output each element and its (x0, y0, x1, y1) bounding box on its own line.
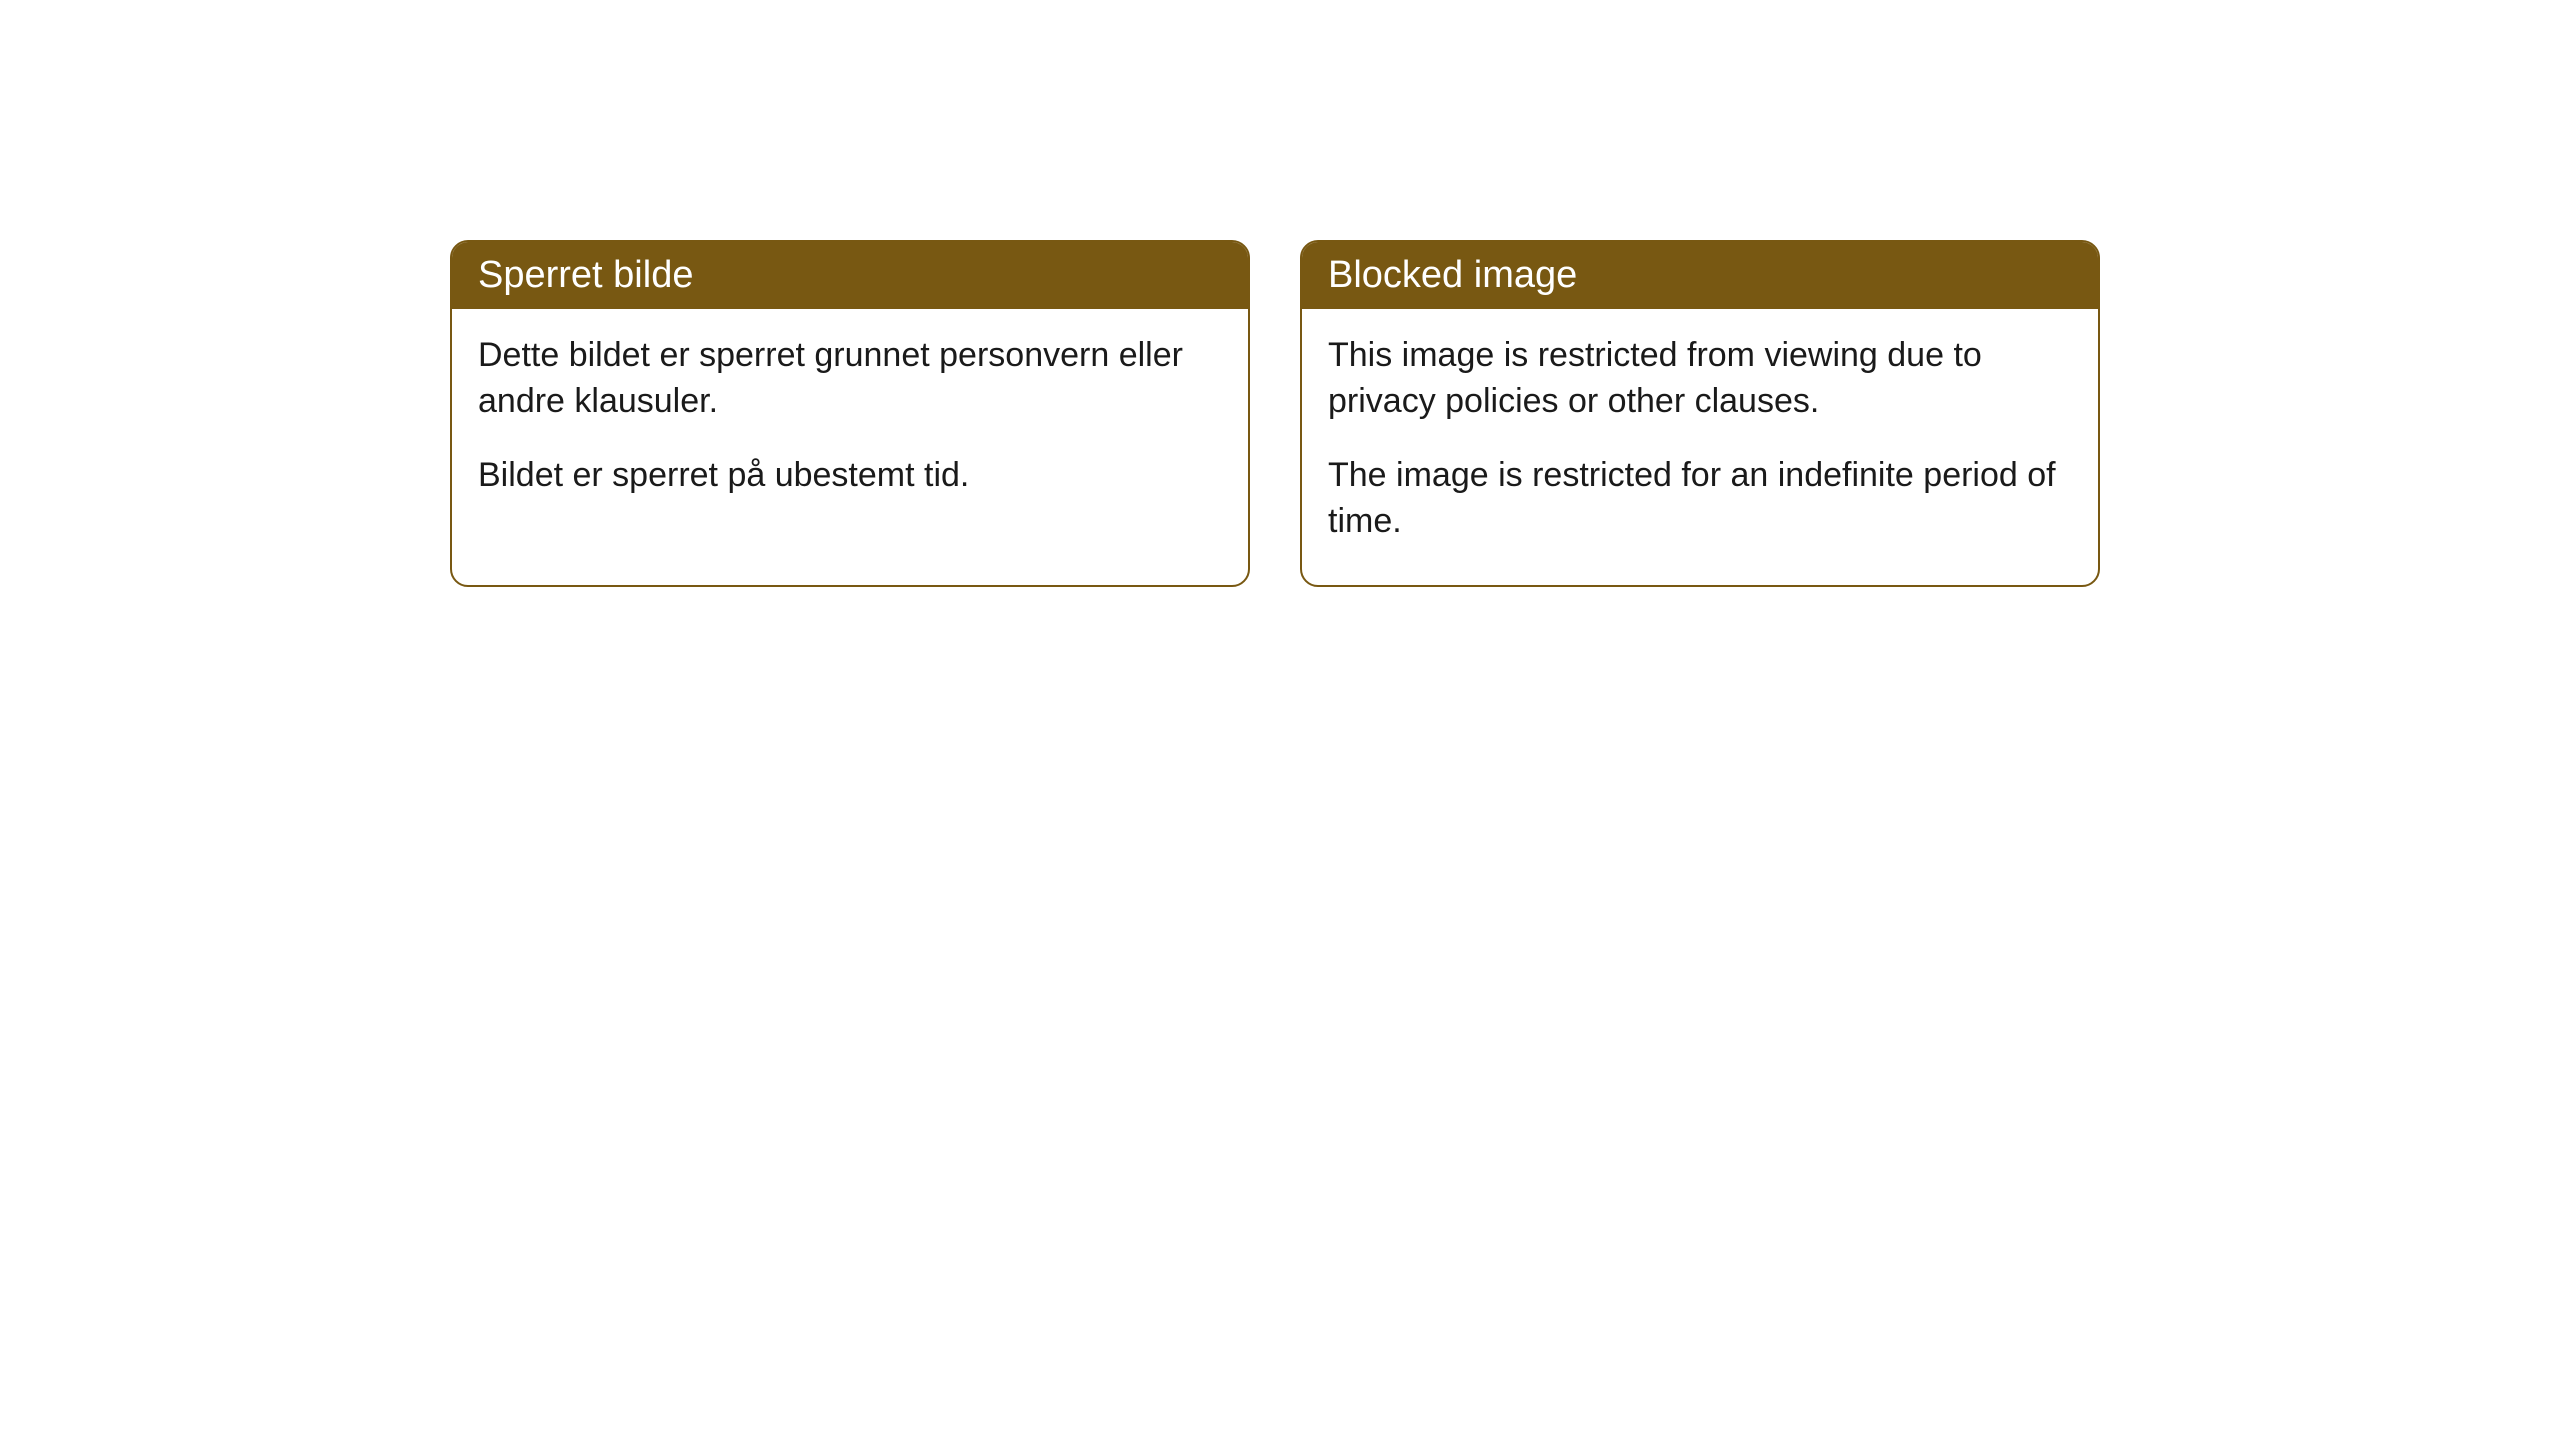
card-paragraph-2: Bildet er sperret på ubestemt tid. (478, 453, 1222, 499)
card-body: This image is restricted from viewing du… (1302, 309, 2098, 585)
card-title: Sperret bilde (478, 254, 693, 296)
card-title: Blocked image (1328, 254, 1577, 296)
card-paragraph-1: Dette bildet er sperret grunnet personve… (478, 333, 1222, 425)
card-header: Sperret bilde (452, 242, 1248, 309)
card-paragraph-2: The image is restricted for an indefinit… (1328, 453, 2072, 545)
card-header: Blocked image (1302, 242, 2098, 309)
card-paragraph-1: This image is restricted from viewing du… (1328, 333, 2072, 425)
notice-container: Sperret bilde Dette bildet er sperret gr… (0, 0, 2560, 587)
card-body: Dette bildet er sperret grunnet personve… (452, 309, 1248, 539)
notice-card-english: Blocked image This image is restricted f… (1300, 240, 2100, 587)
notice-card-norwegian: Sperret bilde Dette bildet er sperret gr… (450, 240, 1250, 587)
